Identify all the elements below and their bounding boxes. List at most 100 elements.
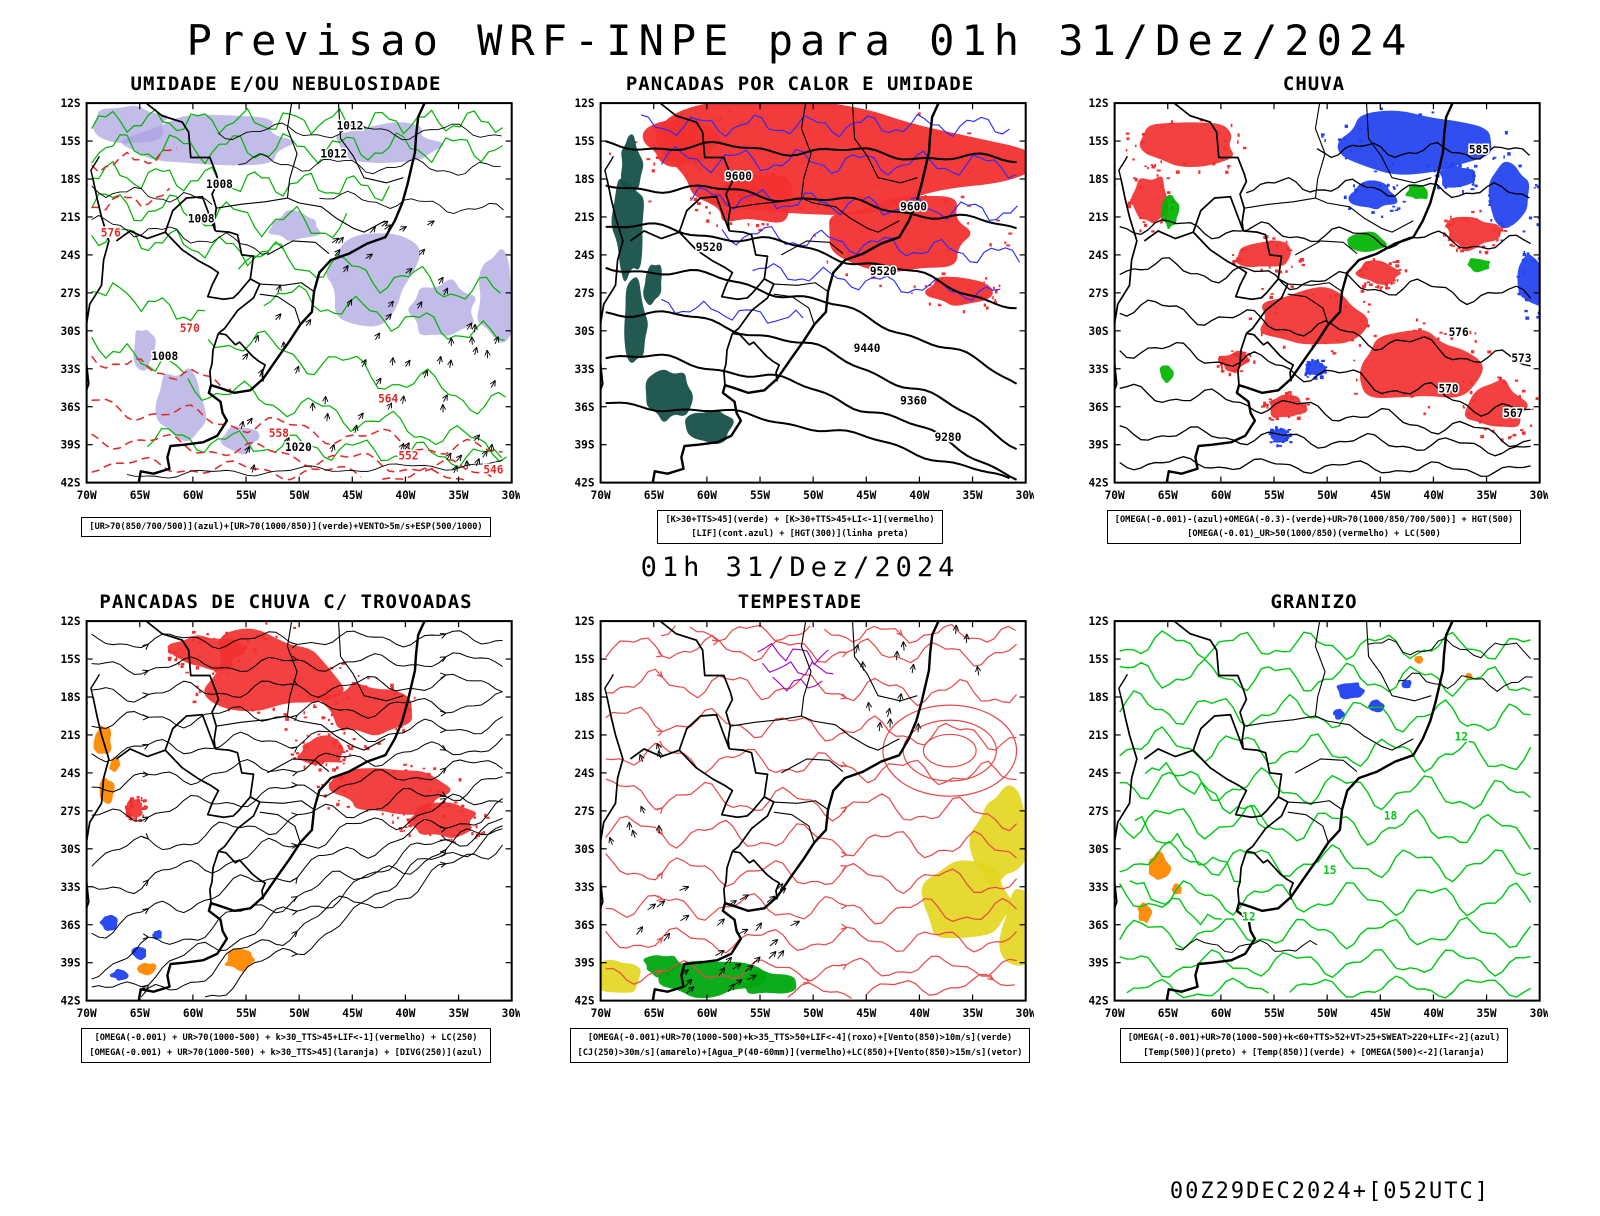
svg-text:15S: 15S bbox=[1088, 135, 1108, 148]
svg-text:70W: 70W bbox=[591, 1007, 611, 1020]
svg-text:55W: 55W bbox=[750, 1007, 770, 1020]
svg-text:70W: 70W bbox=[1105, 1007, 1125, 1020]
svg-text:18S: 18S bbox=[1088, 173, 1108, 186]
svg-text:18S: 18S bbox=[1088, 691, 1108, 704]
legend-line: [K>30+TTS>45](verde) + [K>30+TTS>45+LI<-… bbox=[665, 515, 935, 525]
svg-text:12S: 12S bbox=[574, 97, 594, 110]
svg-text:21S: 21S bbox=[60, 729, 80, 742]
svg-text:30S: 30S bbox=[1088, 325, 1108, 338]
weather-map-umidade: 1012 1012 1008 1008 1008 1020 576 570 564 558 552 5… bbox=[60, 97, 520, 502]
svg-text:45W: 45W bbox=[1370, 489, 1390, 502]
svg-text:1008: 1008 bbox=[188, 213, 215, 226]
svg-text:33S: 33S bbox=[574, 363, 594, 376]
svg-text:33S: 33S bbox=[1088, 363, 1108, 376]
svg-text:567: 567 bbox=[1503, 407, 1523, 420]
svg-text:42S: 42S bbox=[574, 995, 594, 1008]
legend-box: [K>30+TTS>45](verde) + [K>30+TTS>45+LI<-… bbox=[657, 510, 943, 545]
svg-text:558: 558 bbox=[269, 427, 289, 440]
svg-text:21S: 21S bbox=[574, 729, 594, 742]
legend-line: [OMEGA(-0.001)-(azul)+OMEGA(-0.3)-(verde… bbox=[1114, 515, 1514, 525]
svg-text:15S: 15S bbox=[574, 135, 594, 148]
svg-text:36S: 36S bbox=[574, 919, 594, 932]
legend-line: [OMEGA(-0.001)+UR>70(1000-500)+k>35_TTS>… bbox=[587, 1033, 1013, 1044]
svg-text:42S: 42S bbox=[1088, 477, 1108, 490]
panel-chuva: CHUVA 585 576 573 570 567 12S 15S 18S 21S 24S 27S 3… bbox=[1060, 71, 1568, 545]
legend-line: [OMEGA(-0.001)+UR>70(1000-500)+k<60+TTS>… bbox=[1127, 1033, 1501, 1044]
svg-text:40W: 40W bbox=[909, 489, 929, 502]
svg-text:35W: 35W bbox=[1477, 489, 1497, 502]
svg-text:36S: 36S bbox=[1088, 919, 1108, 932]
legend-box: [OMEGA(-0.001)-(azul)+OMEGA(-0.3)-(verde… bbox=[1106, 510, 1522, 545]
svg-text:18S: 18S bbox=[60, 691, 80, 704]
svg-text:12: 12 bbox=[1242, 911, 1255, 924]
svg-text:50W: 50W bbox=[803, 1007, 823, 1020]
svg-text:39S: 39S bbox=[60, 439, 80, 452]
svg-text:35W: 35W bbox=[963, 489, 983, 502]
panel-title: TEMPESTADE bbox=[737, 591, 863, 614]
panel-pancadas-calor: PANCADAS POR CALOR E UMIDADE 9600 9600 952… bbox=[546, 71, 1054, 545]
legend-line: [OMEGA(-0.001) + UR>70(1000-500) + k>30_… bbox=[89, 1047, 483, 1058]
svg-text:39S: 39S bbox=[574, 957, 594, 970]
svg-text:33S: 33S bbox=[60, 363, 80, 376]
svg-text:60W: 60W bbox=[697, 489, 717, 502]
svg-text:45W: 45W bbox=[342, 1007, 362, 1020]
svg-text:55W: 55W bbox=[1264, 489, 1284, 502]
svg-text:65W: 65W bbox=[644, 1007, 664, 1020]
svg-text:15S: 15S bbox=[574, 653, 594, 666]
svg-text:585: 585 bbox=[1469, 144, 1489, 157]
svg-text:42S: 42S bbox=[1088, 995, 1108, 1008]
svg-text:1012: 1012 bbox=[320, 148, 347, 161]
svg-text:27S: 27S bbox=[60, 287, 80, 300]
svg-text:1012: 1012 bbox=[337, 119, 364, 132]
svg-text:33S: 33S bbox=[1088, 881, 1108, 894]
legend-line: [Temp(500)](preto) + [Temp(850)](verde) … bbox=[1143, 1047, 1485, 1058]
svg-text:9520: 9520 bbox=[696, 241, 723, 254]
svg-text:40W: 40W bbox=[1423, 1007, 1443, 1020]
svg-text:36S: 36S bbox=[60, 919, 80, 932]
svg-text:55W: 55W bbox=[750, 489, 770, 502]
svg-text:24S: 24S bbox=[1088, 249, 1108, 262]
svg-text:55W: 55W bbox=[1264, 1007, 1284, 1020]
svg-text:576: 576 bbox=[1449, 326, 1469, 339]
svg-text:30W: 30W bbox=[1530, 489, 1548, 502]
svg-text:9600: 9600 bbox=[900, 200, 927, 213]
panel-row-top: UMIDADE E/OU NEBULOSIDADE 1012 1012 1008 10… bbox=[0, 71, 1600, 545]
panel-granizo: GRANIZO 12 15 18 12 12S 15S 18S 21S 24S 27S 30S 33S… bbox=[1060, 589, 1568, 1063]
svg-text:573: 573 bbox=[1511, 352, 1531, 365]
svg-text:564: 564 bbox=[378, 393, 398, 406]
svg-text:60W: 60W bbox=[697, 1007, 717, 1020]
svg-text:40W: 40W bbox=[395, 1007, 415, 1020]
svg-text:35W: 35W bbox=[1477, 1007, 1497, 1020]
svg-text:70W: 70W bbox=[77, 1007, 97, 1020]
svg-text:30W: 30W bbox=[1016, 1007, 1034, 1020]
svg-text:35W: 35W bbox=[963, 1007, 983, 1020]
svg-text:39S: 39S bbox=[60, 957, 80, 970]
legend-line: [LIF](cont.azul) + [HGT(300)](linha pret… bbox=[691, 529, 909, 540]
svg-text:35W: 35W bbox=[449, 1007, 469, 1020]
svg-text:60W: 60W bbox=[183, 1007, 203, 1020]
svg-text:1020: 1020 bbox=[285, 441, 312, 454]
svg-text:30W: 30W bbox=[1016, 489, 1034, 502]
svg-text:30W: 30W bbox=[502, 1007, 520, 1020]
svg-text:45W: 45W bbox=[1370, 1007, 1390, 1020]
legend-box: [UR>70(850/700/500)](azul)+[UR>70(1000/8… bbox=[81, 517, 491, 538]
svg-text:9520: 9520 bbox=[870, 265, 897, 278]
svg-text:42S: 42S bbox=[574, 477, 594, 490]
svg-text:12S: 12S bbox=[1088, 615, 1108, 628]
svg-text:33S: 33S bbox=[574, 881, 594, 894]
svg-text:15: 15 bbox=[1323, 864, 1336, 877]
svg-text:12S: 12S bbox=[574, 615, 594, 628]
svg-text:27S: 27S bbox=[1088, 287, 1108, 300]
svg-text:15S: 15S bbox=[60, 135, 80, 148]
svg-text:9440: 9440 bbox=[854, 342, 881, 355]
legend-box: [OMEGA(-0.001)+UR>70(1000-500)+k>35_TTS>… bbox=[569, 1028, 1031, 1063]
svg-text:9360: 9360 bbox=[900, 395, 927, 408]
svg-text:50W: 50W bbox=[289, 489, 309, 502]
svg-text:1008: 1008 bbox=[151, 350, 178, 363]
svg-text:36S: 36S bbox=[574, 401, 594, 414]
svg-text:27S: 27S bbox=[574, 287, 594, 300]
panel-title: PANCADAS POR CALOR E UMIDADE bbox=[625, 73, 975, 95]
svg-text:39S: 39S bbox=[574, 439, 594, 452]
valid-time-label: 01h 31/Dez/2024 bbox=[640, 552, 960, 584]
svg-text:40W: 40W bbox=[395, 489, 415, 502]
